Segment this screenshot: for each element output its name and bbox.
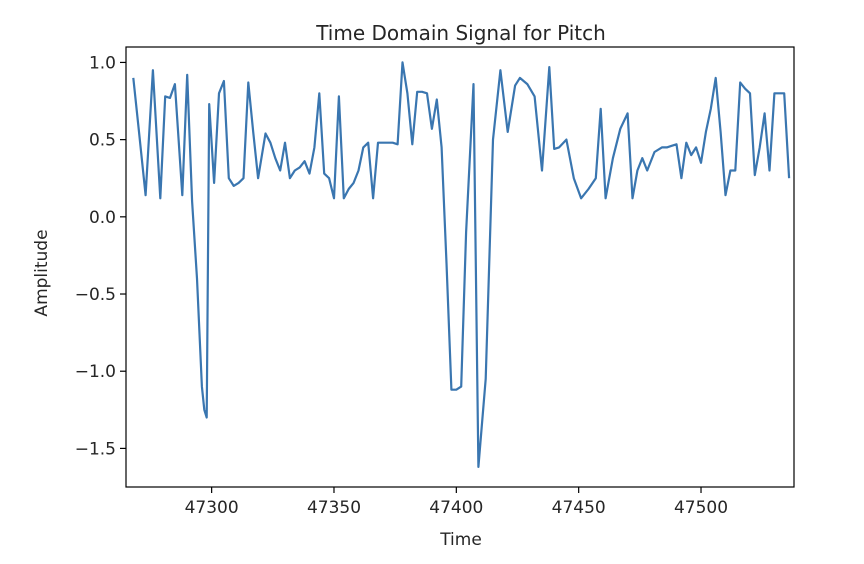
x-tick-label: 47500 (674, 498, 728, 518)
x-tick-label: 47300 (185, 498, 239, 518)
y-tick-label: −0.5 (75, 285, 116, 305)
series-line (132, 61, 791, 468)
y-axis-label: Amplitude (32, 229, 52, 316)
x-axis-label: Time (439, 530, 482, 550)
y-axis: −1.5 −1.0 −0.5 0.0 0.5 1.0 (75, 53, 126, 459)
y-tick-label: 0.0 (89, 208, 116, 228)
x-tick-label: 47400 (429, 498, 483, 518)
y-tick-label: 0.5 (89, 131, 116, 151)
y-tick-label: −1.0 (75, 362, 116, 382)
plot-area-frame (125, 46, 795, 488)
chart-title: Time Domain Signal for Pitch (315, 21, 606, 45)
x-axis: 47300 47350 47400 47450 47500 (185, 487, 728, 518)
x-tick-label: 47450 (552, 498, 606, 518)
y-tick-label: −1.5 (75, 439, 116, 459)
y-tick-label: 1.0 (89, 53, 116, 73)
series-layer (132, 61, 791, 468)
x-tick-label: 47350 (307, 498, 361, 518)
